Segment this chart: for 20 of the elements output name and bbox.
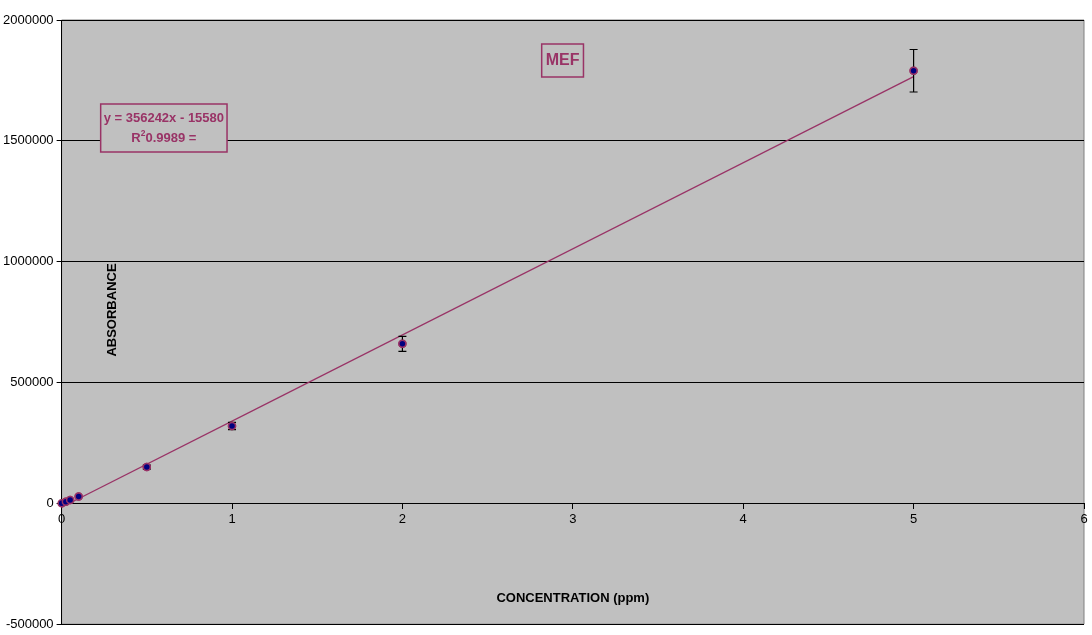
y-tick-label: 2000000 — [2, 11, 54, 27]
y-tick-label: -500000 — [5, 615, 54, 631]
x-tick-label: 2 — [398, 510, 407, 526]
x-tick-label: 3 — [569, 510, 577, 526]
y-tick-label: 500000 — [10, 374, 54, 390]
point — [74, 492, 83, 501]
x-tick-label: 1 — [228, 510, 236, 526]
point — [65, 495, 75, 505]
x-axis-title: CONCENTRATION (ppm) — [496, 590, 650, 606]
y-tick-label: 1500000 — [2, 132, 54, 148]
point — [398, 339, 407, 349]
text: MEF — [545, 51, 580, 69]
y-tick-label: 1000000 — [2, 253, 54, 269]
x-tick-label: 5 — [909, 510, 918, 526]
point — [909, 66, 918, 75]
y-tick-label: 0 — [46, 494, 54, 510]
x-tick-label: 4 — [739, 510, 747, 526]
x-tick-label: 6 — [1080, 510, 1088, 526]
y-axis-title: ABSORBANCE — [104, 263, 120, 357]
annotation: y = 356242x - 15580 — [103, 109, 225, 125]
